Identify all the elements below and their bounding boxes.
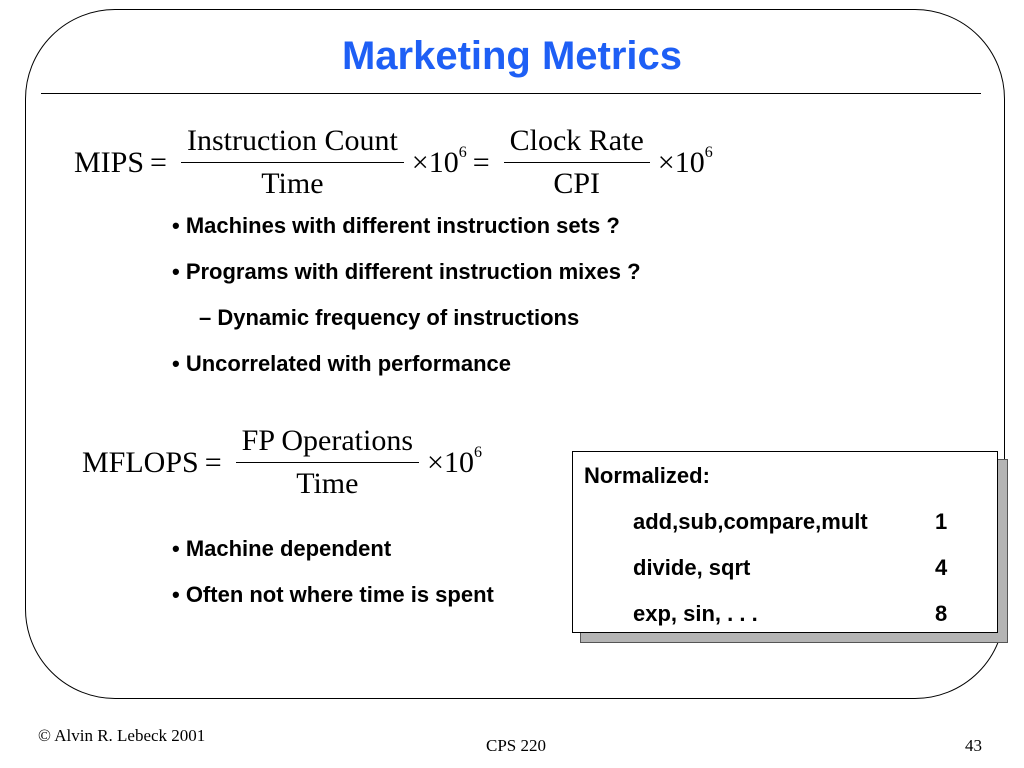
mflops-multiplier-base: ×10 xyxy=(427,445,474,479)
mflops-fraction-numerator: FP Operations xyxy=(235,422,420,463)
mips-equals-1: = xyxy=(150,145,167,179)
mflops-fraction-denominator: Time xyxy=(296,467,359,500)
normalized-row-value: 4 xyxy=(935,555,948,580)
normalized-row-value: 8 xyxy=(935,601,948,626)
normalized-heading: Normalized: xyxy=(584,463,710,488)
title-divider xyxy=(41,93,981,94)
mips-multiplier-1-exponent: 6 xyxy=(458,143,467,161)
normalized-row-op: divide, sqrt xyxy=(633,555,751,580)
footer-course: CPS 220 xyxy=(486,736,546,755)
normalized-box: Normalized: add,sub,compare,mult 1 divid… xyxy=(572,451,998,633)
mips-equation: MIPS = Instruction Count Time ×106 = Clo… xyxy=(74,122,713,203)
mips-bullet-instruction-mixes: • Programs with different instruction mi… xyxy=(172,259,641,284)
footer-copyright: © Alvin R. Lebeck 2001 xyxy=(38,726,206,745)
mips-multiplier-2-base: ×10 xyxy=(657,145,705,179)
mips-subbullet-dynamic-frequency: – Dynamic frequency of instructions xyxy=(199,305,580,330)
normalized-row-op: add,sub,compare,mult xyxy=(633,509,868,534)
mflops-bullet-machine-dependent: • Machine dependent xyxy=(172,536,392,561)
mips-multiplier-1: ×106 xyxy=(411,143,467,180)
mflops-equation: MFLOPS = FP Operations Time ×106 xyxy=(82,422,482,503)
mflops-multiplier: ×106 xyxy=(427,443,482,480)
mips-multiplier-1-base: ×10 xyxy=(411,145,459,179)
mflops-lhs: MFLOPS xyxy=(82,445,199,479)
slide-title: Marketing Metrics xyxy=(341,34,683,78)
mflops-fraction: FP Operations Time xyxy=(235,422,420,503)
mips-fraction-2-numerator: Clock Rate xyxy=(503,122,650,163)
mips-multiplier-2: ×106 xyxy=(657,143,713,180)
mflops-multiplier-exponent: 6 xyxy=(473,443,482,461)
mflops-bullet-time-spent: • Often not where time is spent xyxy=(172,582,494,607)
slide-frame xyxy=(25,9,1005,699)
mips-bullet-instruction-sets: • Machines with different instruction se… xyxy=(172,213,620,238)
mips-lhs: MIPS xyxy=(74,145,145,179)
mips-multiplier-2-exponent: 6 xyxy=(704,143,713,161)
mips-fraction-2-denominator: CPI xyxy=(553,167,601,200)
mips-fraction-1-denominator: Time xyxy=(261,167,324,200)
mips-fraction-1: Instruction Count Time xyxy=(180,122,404,203)
mips-fraction-1-numerator: Instruction Count xyxy=(180,122,404,163)
mips-equals-2: = xyxy=(472,145,490,179)
mips-bullet-uncorrelated: • Uncorrelated with performance xyxy=(172,351,512,376)
mflops-equals: = xyxy=(204,445,222,479)
normalized-row-value: 1 xyxy=(935,509,948,534)
footer-page-number: 43 xyxy=(965,736,982,755)
mips-fraction-2: Clock Rate CPI xyxy=(503,122,650,203)
normalized-row-op: exp, sin, . . . xyxy=(633,601,758,626)
